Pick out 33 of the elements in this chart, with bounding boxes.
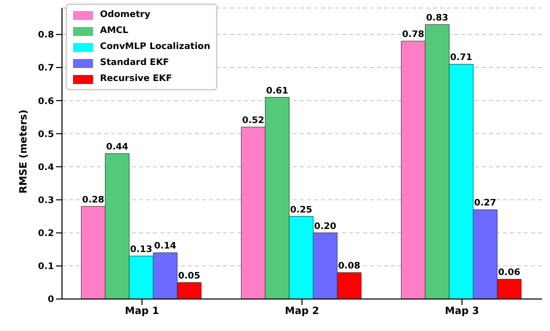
legend-label: Standard EKF [100, 58, 170, 68]
y-tick-label: 0.7 [38, 64, 54, 74]
data-label: 0.27 [474, 198, 496, 209]
legend-label: Odometry [100, 10, 150, 20]
data-label: 0.20 [314, 222, 336, 232]
data-label: 0.61 [266, 86, 288, 96]
data-label: 0.05 [178, 271, 200, 282]
legend-label: Recursive EKF [100, 74, 172, 84]
data-label: 0.13 [130, 245, 152, 256]
x-tick-label: Map 3 [444, 306, 480, 318]
data-label: 0.06 [498, 268, 520, 278]
y-tick-label: 0.3 [38, 196, 54, 206]
legend-label: ConvMLP Localization [100, 42, 210, 52]
data-label: 0.52 [242, 116, 264, 126]
y-tick-label: 0.6 [38, 96, 54, 107]
y-tick-label: 0.5 [38, 130, 54, 140]
data-label: 0.25 [290, 205, 312, 216]
y-tick-label: 0.8 [38, 30, 54, 41]
x-tick-label: Map 1 [124, 306, 160, 318]
y-tick-label: 0.2 [38, 229, 54, 240]
y-tick-label: 0.1 [38, 262, 54, 272]
y-tick-label: 0 [48, 295, 54, 306]
y-axis-title: RMSE (meters) [18, 110, 30, 194]
x-tick-label: Map 2 [284, 306, 320, 318]
y-tick-label: 0.4 [38, 162, 54, 173]
data-label: 0.28 [82, 195, 104, 206]
data-label: 0.14 [154, 242, 176, 252]
data-label: 0.71 [450, 53, 472, 64]
data-label: 0.44 [106, 142, 128, 152]
data-label: 0.83 [426, 14, 448, 24]
data-label: 0.08 [338, 262, 360, 272]
legend-label: AMCL [100, 26, 128, 36]
data-label: 0.78 [402, 30, 424, 40]
